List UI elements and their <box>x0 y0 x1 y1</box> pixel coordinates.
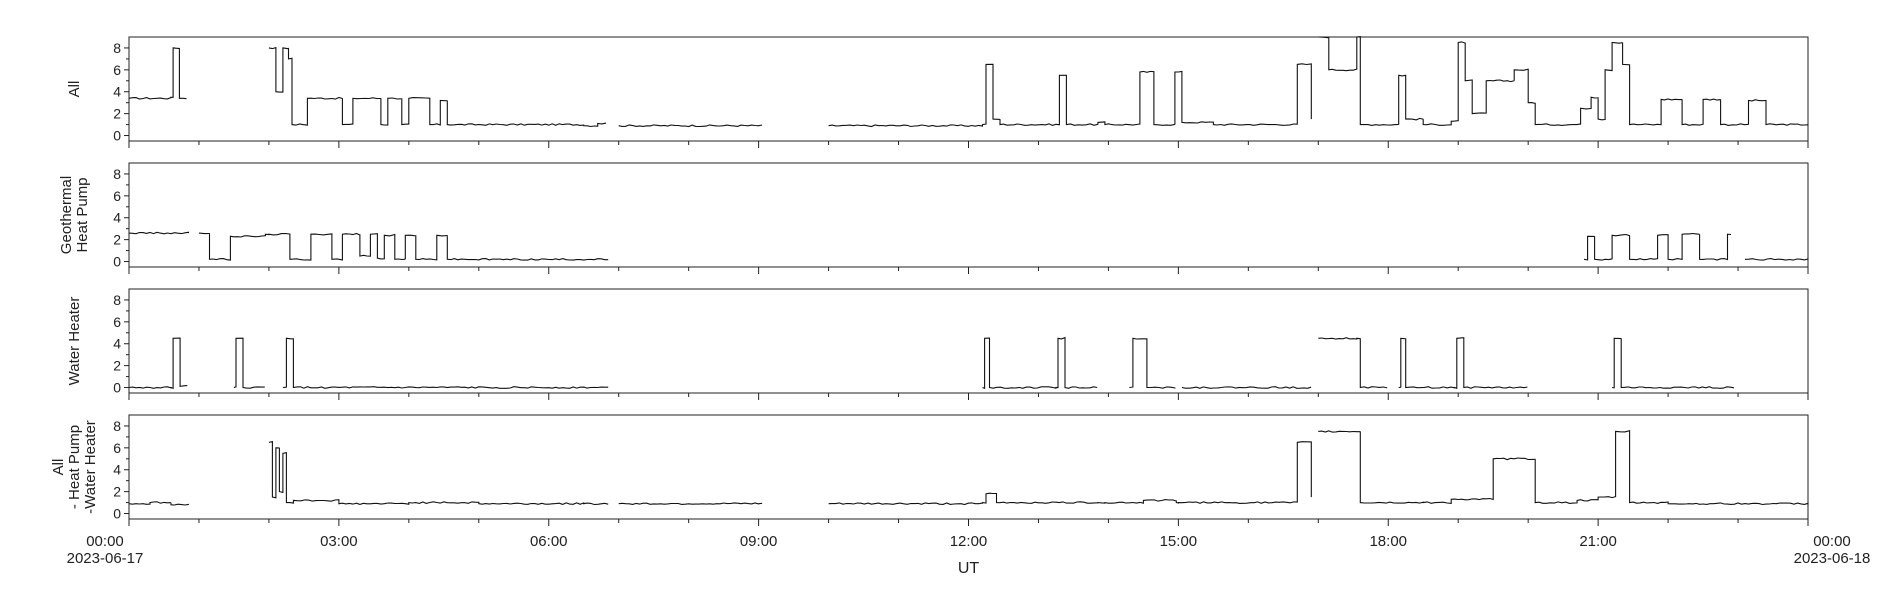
y-tick-label: 6 <box>113 440 121 456</box>
panel-ylabel: All <box>66 81 83 98</box>
y-tick-label: 2 <box>113 232 121 248</box>
x-tick-label: 09:00 <box>740 533 778 550</box>
panel-ylabel-line: All <box>66 81 83 98</box>
panel-ylabel-line: - Heat Pump <box>66 425 83 509</box>
panel-ylabel: All- Heat Pump-Water Heater <box>50 420 99 514</box>
y-tick-label: 0 <box>113 380 121 396</box>
series-line-water <box>129 338 1808 389</box>
x-tick-date: 2023-06-18 <box>1794 550 1871 567</box>
y-tick-label: 8 <box>113 418 121 434</box>
x-tick-label: 21:00 <box>1579 533 1617 550</box>
series-line-all <box>128 35 1809 128</box>
y-tick-label: 4 <box>113 462 121 478</box>
panel-ylabel-line: Heat Pump <box>74 177 91 252</box>
x-tick-label: 00:00 <box>1813 533 1851 550</box>
panel-residual: 0 2 4 6 8 All- Heat Pump-Water Heater <box>50 414 1809 526</box>
y-tick-label: 2 <box>113 358 121 374</box>
y-tick-label: 6 <box>113 314 121 330</box>
y-tick-label: 4 <box>113 210 121 226</box>
panel-frame <box>128 162 1809 268</box>
y-tick-label: 0 <box>113 254 121 270</box>
panel-ylabel-line: Water Heater <box>66 297 83 386</box>
y-tick-label: 6 <box>113 62 121 78</box>
series-line-geothermal <box>129 232 1808 260</box>
series-line-residual <box>128 429 1809 506</box>
panel-ylabel-line: -Water Heater <box>82 420 99 514</box>
x-tick-label: 06:00 <box>530 533 568 550</box>
series-line-geothermal-late <box>1584 232 1809 261</box>
y-tick-label: 2 <box>113 106 121 122</box>
panel-geothermal: 0 2 4 6 8 GeothermalHeat Pump <box>58 162 1809 274</box>
x-tick-label: 00:00 <box>86 533 124 550</box>
x-axis-label: UT <box>958 560 980 577</box>
y-tick-label: 0 <box>113 506 121 522</box>
y-tick-label: 4 <box>113 84 121 100</box>
y-tick-label: 8 <box>113 292 121 308</box>
x-tick-label: 03:00 <box>320 533 358 550</box>
y-tick-label: 8 <box>113 40 121 56</box>
panel-ylabel: GeothermalHeat Pump <box>58 176 91 254</box>
panel-water: 0 2 4 6 8 Water Heater <box>66 288 1809 400</box>
x-tick-label: 18:00 <box>1369 533 1407 550</box>
panel-ylabel-line: All <box>50 459 67 476</box>
x-tick-label: 12:00 <box>950 533 988 550</box>
panel-ylabel: Water Heater <box>66 297 83 386</box>
panel-frame <box>128 288 1809 394</box>
y-tick-label: 4 <box>113 336 121 352</box>
y-tick-label: 0 <box>113 128 121 144</box>
x-tick-date: 2023-06-17 <box>67 550 144 567</box>
y-tick-label: 8 <box>113 166 121 182</box>
y-tick-label: 2 <box>113 484 121 500</box>
panel-ylabel-line: Geothermal <box>58 176 75 254</box>
panel-all: 0 2 4 6 8 All <box>66 35 1809 148</box>
x-tick-label: 15:00 <box>1160 533 1198 550</box>
y-tick-label: 6 <box>113 188 121 204</box>
